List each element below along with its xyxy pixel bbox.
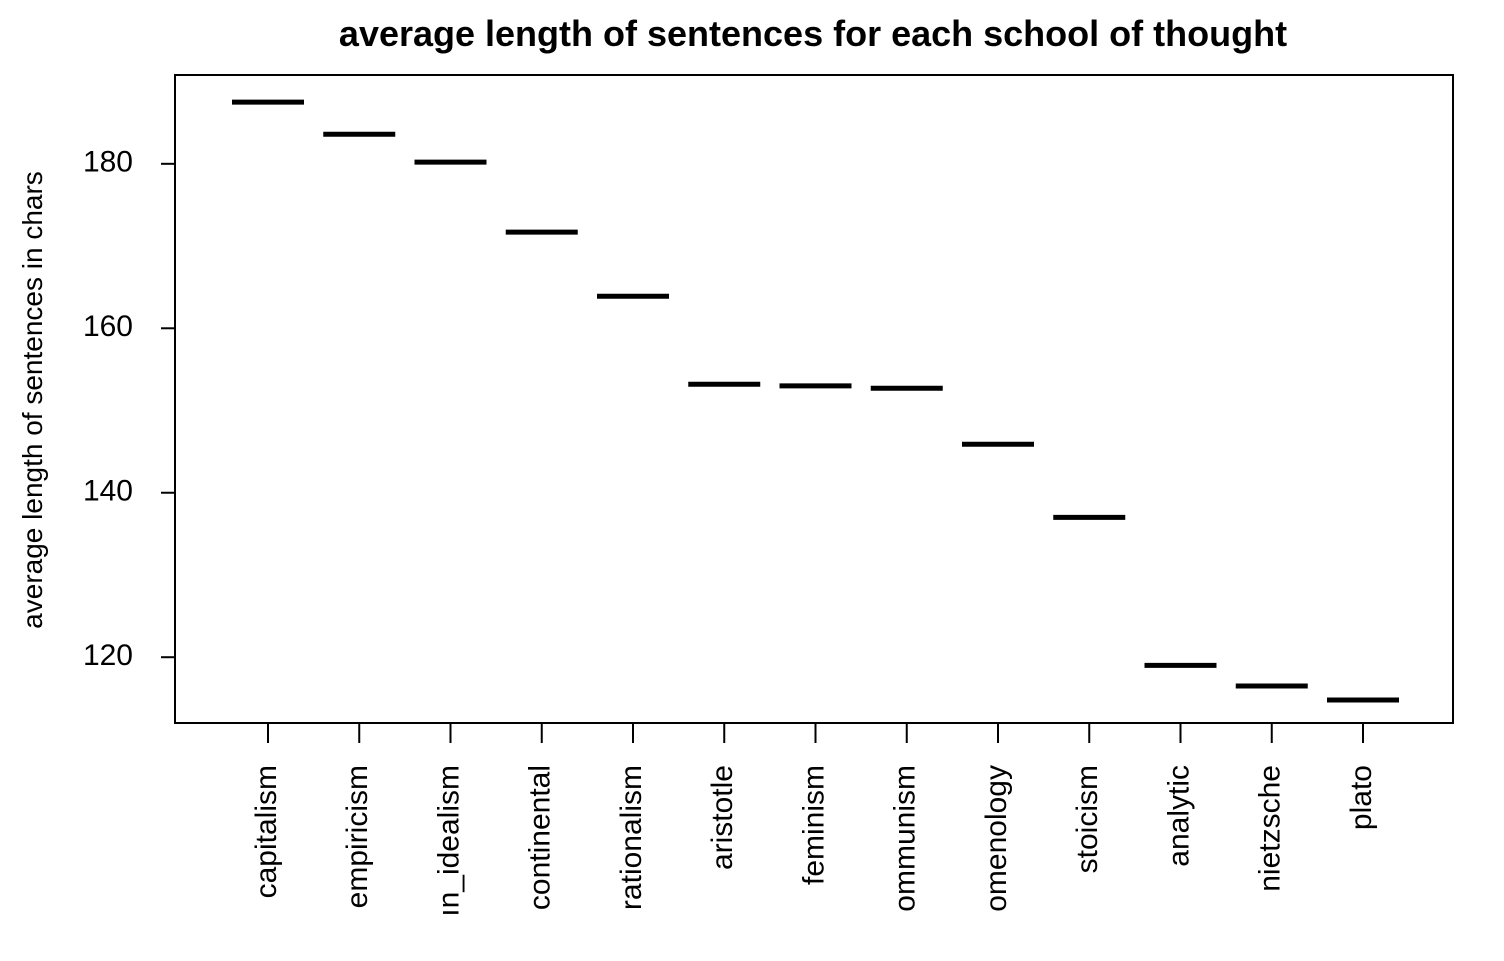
x-tick-label: nietzsche xyxy=(1254,765,1287,892)
x-tick-label: rationalism xyxy=(615,765,648,910)
x-tick-label: analytic xyxy=(1162,765,1195,867)
x-tick-label: aristotle xyxy=(706,765,739,870)
data-marks xyxy=(232,99,1399,703)
y-tick-label: 120 xyxy=(83,639,133,672)
x-tick-label: plato xyxy=(1345,765,1378,830)
y-axis: 120 140 160 180 xyxy=(83,146,175,672)
x-tick-label: stoicism xyxy=(1071,765,1104,873)
x-tick-label: omenology xyxy=(980,765,1013,912)
x-axis: capitalism empiricism ın_idealism continent… xyxy=(250,723,1378,917)
chart-title: average length of sentences for each sch… xyxy=(339,13,1287,54)
y-tick-label: 180 xyxy=(83,146,133,179)
x-tick-label: ın_idealism xyxy=(432,765,465,917)
y-tick-label: 160 xyxy=(83,310,133,343)
x-tick-label: ommunism xyxy=(889,765,922,912)
y-tick-label: 140 xyxy=(83,475,133,508)
plot-frame xyxy=(174,74,1454,724)
y-axis-label: average length of sentences in chars xyxy=(17,171,48,629)
x-tick-label: capitalism xyxy=(250,765,283,898)
x-tick-label: empiricism xyxy=(341,765,374,908)
x-tick-label: continental xyxy=(524,765,557,910)
x-tick-label: feminism xyxy=(797,765,830,885)
